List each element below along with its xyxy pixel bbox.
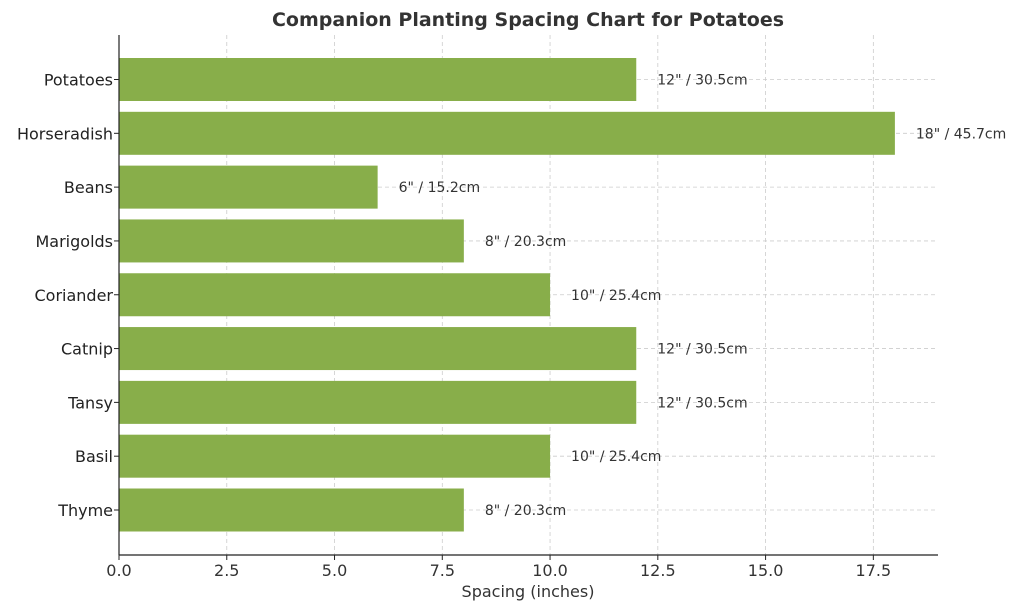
bar — [119, 488, 464, 532]
data-label: 10" / 25.4cm — [571, 449, 661, 465]
data-label: 12" / 30.5cm — [657, 342, 747, 358]
category-label: Marigolds — [35, 232, 113, 251]
category-label: Potatoes — [44, 71, 113, 90]
axes-layer: 0.0 2.5 5.0 7.5 10.0 12.5 15.0 17.5 Potatoes Hors… — [17, 35, 938, 580]
category-label: Basil — [75, 447, 113, 466]
data-label: 12" / 30.5cm — [657, 73, 747, 89]
bar — [119, 58, 637, 101]
data-label: 12" / 30.5cm — [657, 395, 747, 411]
x-tick-label: 12.5 — [640, 561, 676, 580]
data-label: 18" / 45.7cm — [916, 126, 1006, 142]
labels-layer: 12" / 30.5cm 18" / 45.7cm 6" / 15.2cm 8" / … — [399, 73, 1007, 520]
x-tick-label: 5.0 — [322, 561, 347, 580]
data-label: 10" / 25.4cm — [571, 288, 661, 304]
category-label: Coriander — [34, 286, 113, 305]
data-label: 8" / 20.3cm — [485, 234, 566, 250]
bar — [119, 380, 637, 424]
x-tick-label: 7.5 — [430, 561, 455, 580]
x-tick-label: 10.0 — [532, 561, 568, 580]
x-axis-label: Spacing (inches) — [462, 582, 595, 601]
bars-layer — [119, 58, 895, 532]
data-label: 6" / 15.2cm — [399, 180, 480, 196]
category-label: Tansy — [67, 393, 113, 412]
category-label: Catnip — [61, 340, 113, 359]
chart-title: Companion Planting Spacing Chart for Pot… — [272, 9, 784, 31]
bar — [119, 111, 895, 155]
x-tick-label: 15.0 — [748, 561, 784, 580]
bar — [119, 434, 551, 478]
bar — [119, 165, 378, 209]
x-tick-label: 0.0 — [106, 561, 131, 580]
x-tick-label: 17.5 — [856, 561, 892, 580]
category-label: Beans — [64, 178, 113, 197]
x-tick-label: 2.5 — [214, 561, 239, 580]
bar — [119, 327, 637, 371]
bar — [119, 273, 551, 317]
category-label: Horseradish — [17, 124, 113, 143]
bar — [119, 219, 464, 263]
category-label: Thyme — [57, 501, 113, 520]
data-label: 8" / 20.3cm — [485, 503, 566, 519]
